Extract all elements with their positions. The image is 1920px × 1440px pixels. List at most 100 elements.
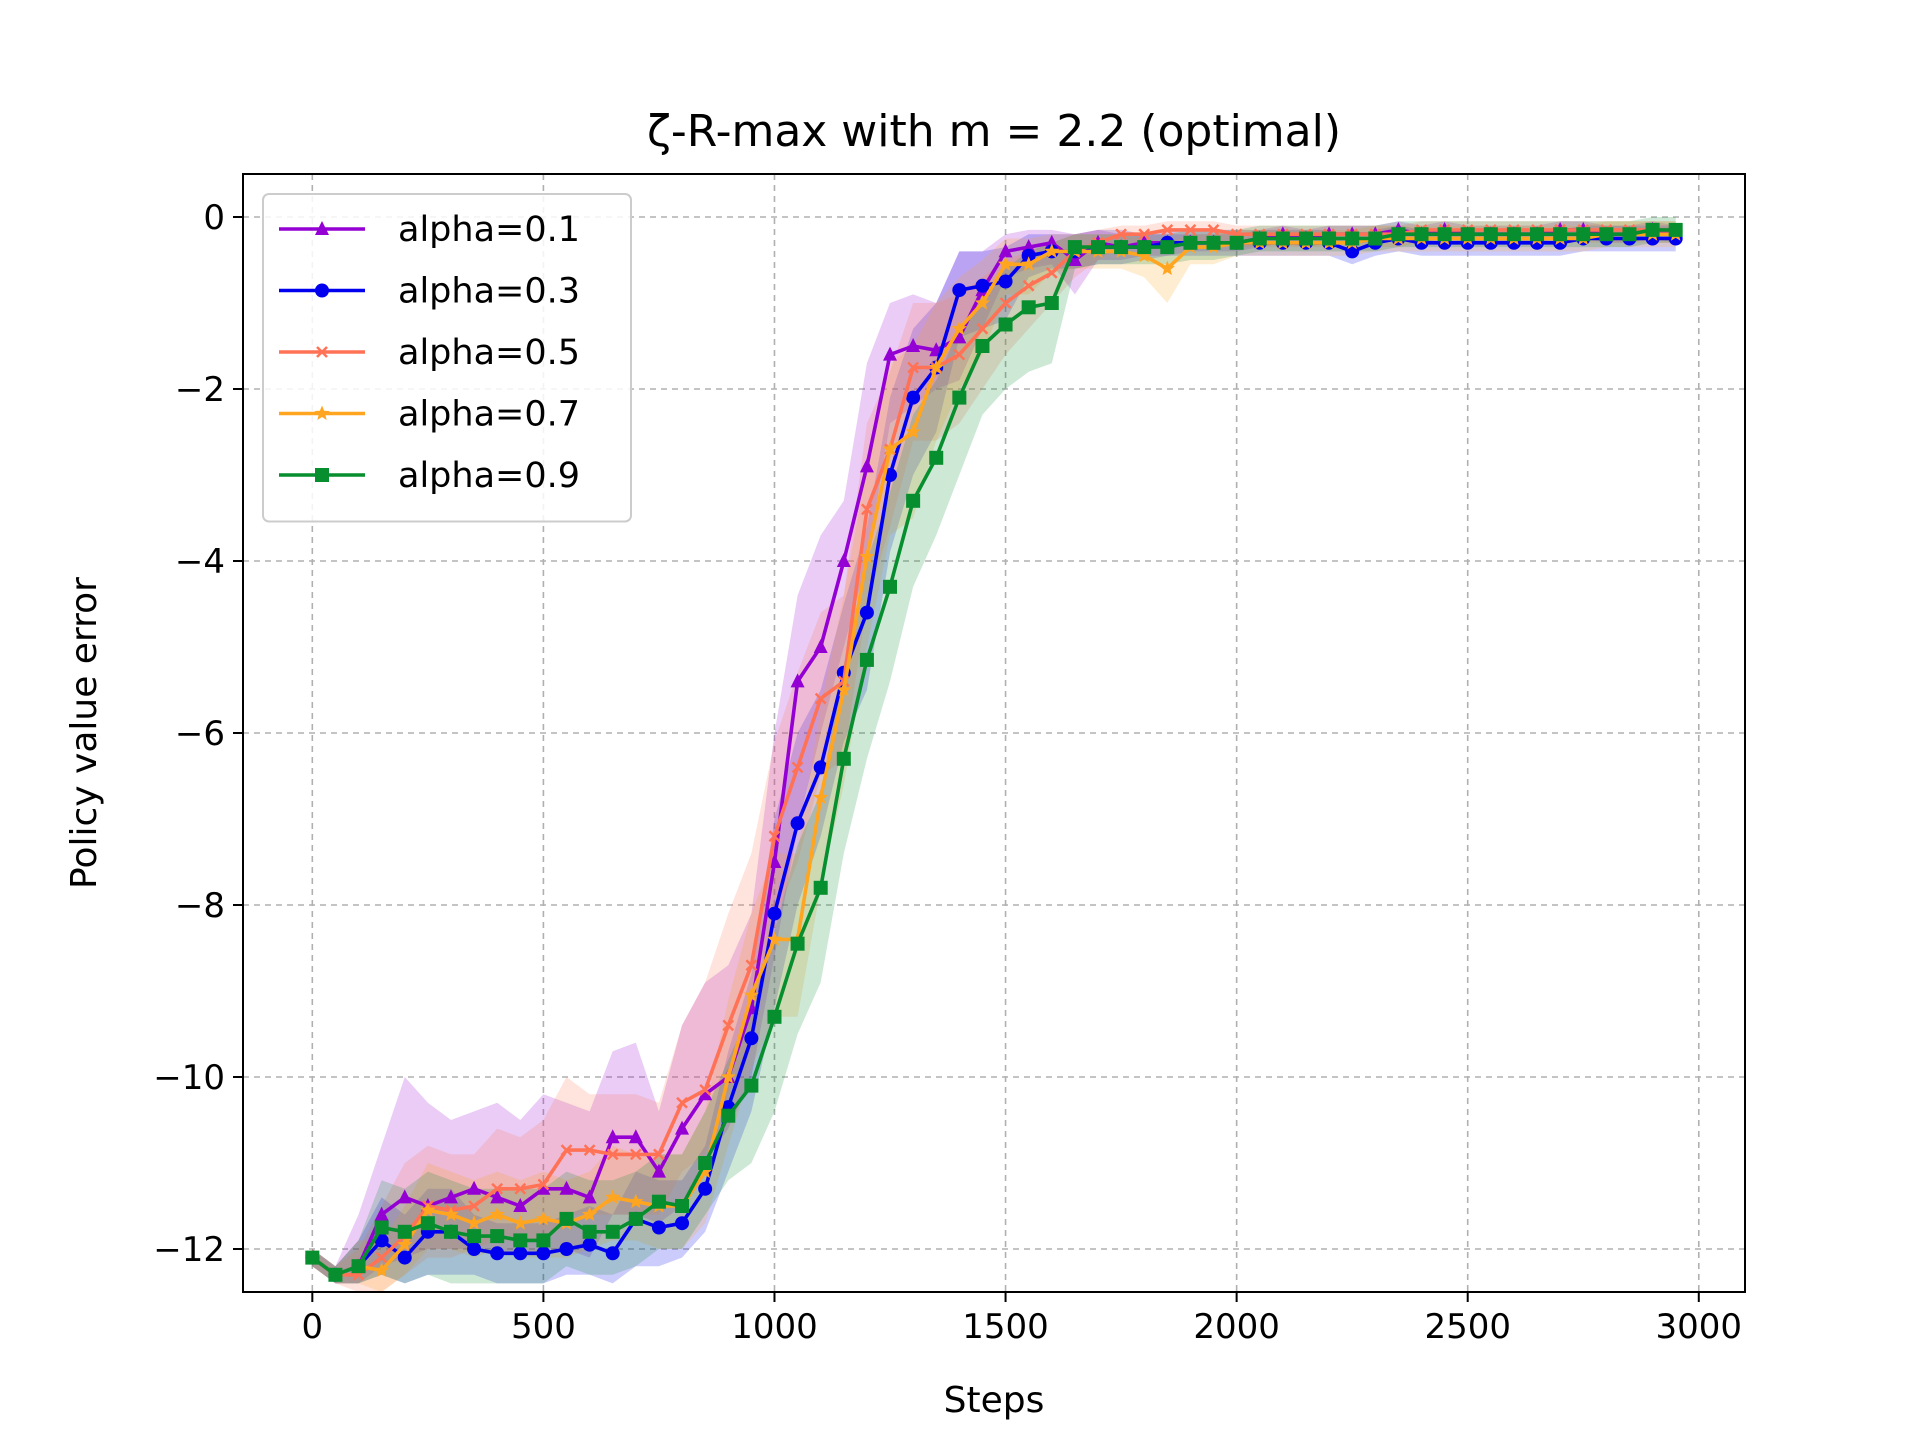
data-point — [722, 1019, 735, 1032]
data-point — [605, 1224, 620, 1239]
data-point — [675, 1120, 690, 1135]
data-point — [1136, 247, 1152, 263]
x-tick-label: 2000 — [1193, 1307, 1280, 1347]
data-point — [676, 1096, 688, 1109]
data-point — [1114, 240, 1129, 255]
data-point — [443, 1224, 458, 1239]
data-point — [813, 789, 829, 804]
data-point — [859, 458, 874, 473]
data-point — [420, 1216, 435, 1231]
data-point — [836, 682, 852, 697]
data-point — [1553, 227, 1568, 242]
data-point — [537, 1178, 550, 1191]
data-point — [743, 987, 759, 1002]
data-point — [791, 761, 804, 774]
legend-item: alpha=0.5 — [279, 333, 580, 373]
data-point — [628, 1129, 643, 1144]
y-tick-label: −6 — [175, 714, 225, 754]
data-point — [766, 931, 783, 946]
data-point — [906, 493, 921, 508]
data-point — [768, 830, 781, 843]
data-point — [374, 1206, 389, 1221]
data-point — [443, 1189, 458, 1204]
data-point — [1506, 227, 1521, 242]
data-point — [928, 359, 944, 374]
data-point — [536, 1246, 551, 1261]
data-point — [351, 1259, 366, 1274]
grid — [243, 174, 1745, 1292]
data-point — [744, 1031, 759, 1046]
data-point — [1576, 227, 1591, 242]
data-point — [859, 548, 875, 564]
data-point — [628, 1193, 644, 1209]
data-point — [605, 1189, 621, 1204]
data-point — [1206, 235, 1221, 250]
y-tick-label: −10 — [153, 1058, 225, 1098]
data-point — [697, 1163, 713, 1179]
x-tick-label: 2500 — [1424, 1307, 1511, 1347]
data-point — [1368, 231, 1383, 246]
data-point — [1184, 224, 1197, 236]
data-point — [859, 605, 874, 620]
data-point — [559, 1211, 574, 1226]
data-point — [328, 1267, 343, 1282]
data-point — [883, 346, 898, 361]
data-point — [859, 652, 874, 667]
data-point — [974, 295, 991, 310]
data-point — [1437, 227, 1452, 242]
legend-item: alpha=0.3 — [279, 272, 580, 312]
data-point — [999, 297, 1012, 309]
band-alpha-0-1 — [312, 221, 1676, 1284]
data-point — [375, 1251, 388, 1264]
data-point — [952, 283, 967, 298]
data-point — [512, 1215, 528, 1230]
data-point — [998, 317, 1013, 332]
axis-ticks: 0 500 1000 1500 2000 2500 3000 0 −2 −4 −6 −8 −10 −12 — [153, 198, 1742, 1347]
data-point — [420, 1202, 436, 1217]
data-point — [514, 1182, 527, 1195]
data-point — [882, 441, 898, 456]
data-point — [1067, 252, 1082, 266]
data-point — [1021, 300, 1036, 315]
data-point — [998, 243, 1013, 258]
data-point — [721, 1108, 736, 1123]
data-point — [1021, 256, 1037, 271]
data-point — [1160, 240, 1175, 255]
data-point — [1183, 235, 1198, 250]
data-point — [744, 1078, 759, 1093]
data-point — [513, 1233, 528, 1248]
data-point — [467, 1229, 482, 1244]
data-point — [305, 1250, 320, 1265]
data-point — [698, 1156, 713, 1170]
data-point — [1622, 227, 1637, 242]
data-point — [582, 1224, 597, 1239]
data-point — [605, 1129, 620, 1144]
data-point — [582, 1206, 598, 1222]
data-point — [813, 760, 828, 775]
data-point — [653, 1148, 665, 1161]
y-tick-label: −8 — [175, 886, 225, 926]
data-point — [907, 361, 920, 374]
data-point — [836, 751, 851, 766]
series-alpha-0-9 — [305, 222, 1683, 1282]
data-point — [1322, 231, 1337, 246]
data-point — [698, 1086, 713, 1101]
data-point — [698, 1181, 713, 1196]
data-point — [906, 338, 921, 352]
data-point — [583, 1144, 596, 1156]
y-tick-label: −4 — [175, 542, 225, 582]
data-point — [582, 1237, 597, 1252]
data-point — [1207, 224, 1220, 236]
data-point — [813, 880, 828, 895]
series-lines — [304, 221, 1684, 1282]
data-point — [606, 1148, 619, 1161]
legend-item: alpha=0.9 — [279, 456, 580, 496]
data-point — [651, 1194, 666, 1209]
data-point — [467, 1180, 482, 1195]
data-point — [883, 579, 898, 594]
data-point — [1414, 227, 1429, 242]
data-point — [1021, 239, 1036, 254]
data-point — [1298, 231, 1313, 246]
data-point — [490, 1246, 505, 1261]
